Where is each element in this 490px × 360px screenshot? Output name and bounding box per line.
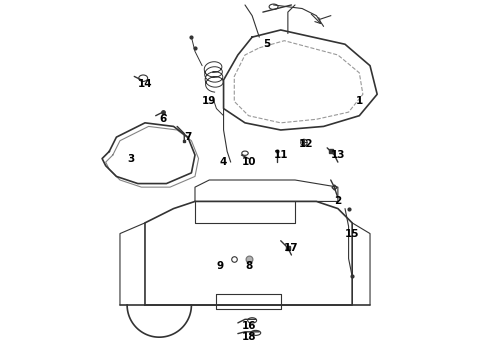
Text: 16: 16 — [241, 321, 256, 332]
Text: 17: 17 — [284, 243, 299, 253]
Text: 12: 12 — [298, 139, 313, 149]
Text: 15: 15 — [345, 229, 360, 239]
Text: 9: 9 — [217, 261, 223, 271]
Text: 2: 2 — [334, 197, 342, 206]
Text: 18: 18 — [241, 332, 256, 342]
Text: 7: 7 — [184, 132, 192, 142]
Text: 19: 19 — [202, 96, 217, 107]
Text: 10: 10 — [241, 157, 256, 167]
Text: 13: 13 — [331, 150, 345, 160]
Text: 1: 1 — [356, 96, 363, 107]
Text: 8: 8 — [245, 261, 252, 271]
Text: 6: 6 — [159, 114, 167, 124]
Text: 5: 5 — [263, 39, 270, 49]
Text: 3: 3 — [127, 154, 134, 163]
Text: 11: 11 — [273, 150, 288, 160]
Text: 14: 14 — [138, 78, 152, 89]
Text: 4: 4 — [220, 157, 227, 167]
